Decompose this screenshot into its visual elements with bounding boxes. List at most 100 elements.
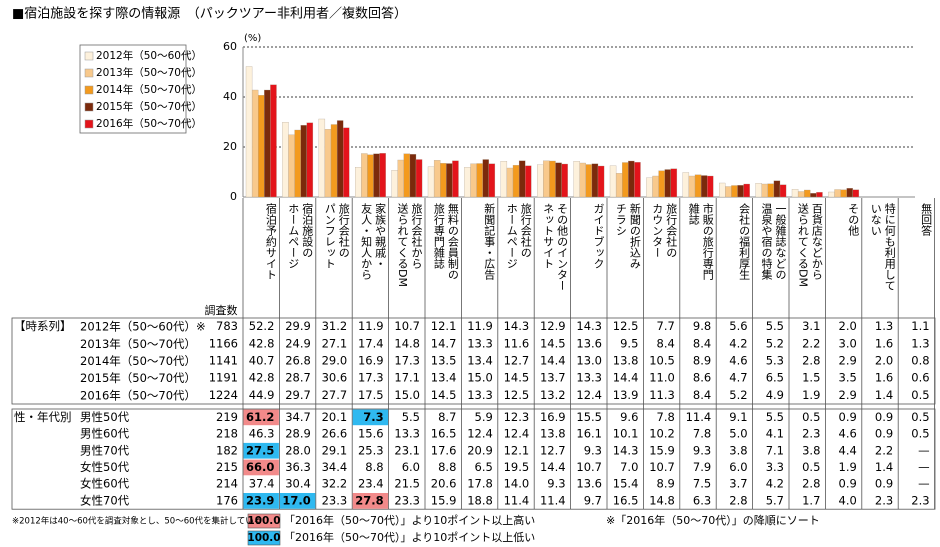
- cell-value: 15.9: [431, 493, 457, 507]
- cell-value: 8.4: [657, 336, 675, 350]
- cell-value: 42.8: [249, 336, 275, 350]
- bar: [597, 165, 605, 198]
- cell-value: 29.7: [285, 388, 311, 402]
- cell-value: 3.7: [729, 477, 747, 491]
- bar: [506, 167, 514, 198]
- cell-value: 34.7: [285, 410, 311, 424]
- cell-value: 7.9: [693, 460, 711, 474]
- legend-swatch: [84, 85, 94, 95]
- cell-value: 32.2: [322, 477, 348, 491]
- cell-value: 11.4: [540, 493, 566, 507]
- cell-value: 4.7: [729, 371, 747, 385]
- cell-value: 10.7: [394, 319, 420, 333]
- bar: [664, 169, 671, 198]
- bar: [373, 153, 380, 198]
- cell-value: 1.5: [802, 371, 820, 385]
- cell-value: 8.9: [657, 477, 675, 491]
- bar: [258, 95, 265, 198]
- cell-value: 1.6: [875, 371, 893, 385]
- legend-label: 2012年（50～60代）: [96, 49, 202, 62]
- category-label: 一般雑誌などの 温泉や宿の特集: [759, 203, 787, 280]
- cell-value: 0.5: [802, 410, 820, 424]
- cell-value: 3.0: [839, 336, 857, 350]
- cell-value: 9.6: [620, 410, 638, 424]
- cell-value: 10.7: [649, 460, 675, 474]
- bar: [446, 163, 453, 198]
- bar: [330, 124, 338, 198]
- group-label: 【時系列】: [14, 319, 72, 333]
- cell-value: 3.8: [729, 443, 747, 457]
- bar: [797, 191, 805, 198]
- bar: [773, 180, 781, 198]
- bar: [743, 183, 750, 198]
- cell-value: 14.8: [649, 493, 675, 507]
- cell-value: 4.4: [839, 443, 857, 457]
- cell-value: 5.0: [729, 427, 747, 441]
- bar: [306, 122, 314, 198]
- n-value: 219: [216, 410, 238, 424]
- cell-value: 16.5: [613, 493, 639, 507]
- row-label-name: 2015年（50～70代）: [80, 371, 196, 385]
- legend-box: [79, 44, 187, 134]
- bar: [452, 160, 459, 198]
- cell-value: 4.9: [766, 388, 784, 402]
- cell-value: 13.3: [394, 427, 420, 441]
- cell-value: 27.5: [246, 443, 274, 457]
- cell-value: 17.8: [467, 477, 493, 491]
- cell-value: 29.9: [285, 319, 311, 333]
- cell-value: 5.7: [766, 493, 784, 507]
- category-label: 家族や親戚・ 友人・知人から: [359, 203, 387, 280]
- bar: [737, 185, 744, 198]
- cell-value: 13.3: [467, 336, 493, 350]
- bar: [573, 161, 580, 198]
- cell-value: 46.3: [249, 427, 275, 441]
- cell-value: 11.0: [649, 371, 675, 385]
- cell-value: 12.9: [540, 319, 566, 333]
- highlight-legend-sample: 100.0: [247, 515, 280, 527]
- row-label: 2016年（50～70代）: [80, 388, 196, 402]
- cell-value: 66.0: [246, 460, 274, 474]
- bar: [300, 125, 307, 198]
- cell-value: 12.4: [504, 427, 530, 441]
- cell-value: 17.3: [358, 371, 384, 385]
- bar: [361, 153, 368, 198]
- category-label: 無料の会員制の 旅行専門雑誌: [432, 203, 460, 280]
- n-header: 調査数: [205, 303, 238, 317]
- cell-value: 0.5: [911, 388, 929, 402]
- n-value: 1166: [209, 336, 238, 350]
- cell-value: 12.4: [576, 388, 602, 402]
- category-label: 市販の旅行専門 雑誌: [687, 203, 715, 280]
- cell-value: 14.7: [431, 336, 457, 350]
- bar: [488, 163, 496, 198]
- row-label: 女性50代: [80, 460, 130, 474]
- cell-value: 13.6: [576, 477, 602, 491]
- cell-value: 6.5: [766, 371, 784, 385]
- cell-value: 2.8: [802, 354, 820, 368]
- row-label-name: 2013年（50～70代）: [80, 336, 196, 350]
- bar: [470, 163, 477, 198]
- bar: [779, 184, 787, 198]
- n-value: 218: [216, 427, 238, 441]
- category-label: その他: [846, 203, 860, 236]
- category-label: 旅行会社から 送られてくるDM: [395, 203, 423, 287]
- cell-value: 27.1: [322, 336, 348, 350]
- cell-value: 28.0: [285, 443, 311, 457]
- category-label: 宿泊予約サイト: [264, 203, 278, 280]
- cell-value: 1.6: [875, 336, 893, 350]
- cell-value: 17.6: [431, 443, 457, 457]
- cell-value: 0.9: [875, 477, 893, 491]
- cell-value: 12.3: [504, 410, 530, 424]
- cell-value: 40.7: [249, 354, 275, 368]
- cell-value: 15.6: [358, 427, 384, 441]
- row-label-name: 2014年（50～70代）: [80, 354, 196, 368]
- cell-value: 14.4: [540, 354, 566, 368]
- bar: [391, 170, 398, 198]
- cell-value: 34.4: [322, 460, 348, 474]
- y-tick-label: 60: [223, 40, 237, 53]
- cell-value: 15.0: [394, 388, 420, 402]
- cell-value: 7.0: [620, 460, 638, 474]
- cell-value: 30.6: [322, 371, 348, 385]
- cell-value: —: [918, 460, 930, 474]
- cell-value: 5.2: [766, 336, 784, 350]
- cell-value: 1.9: [802, 388, 820, 402]
